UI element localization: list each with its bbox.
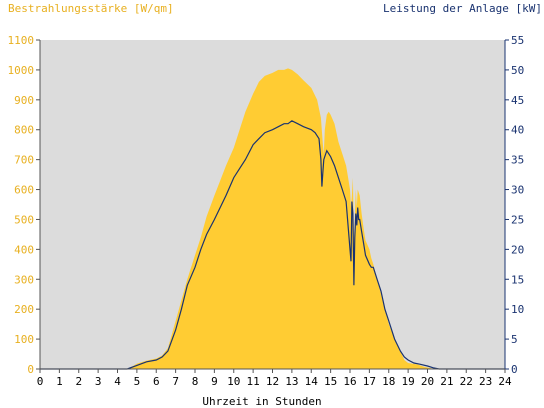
x-axis-tick-label: 16 [343, 375, 356, 388]
left-axis-tick-label: 1000 [8, 64, 35, 77]
x-axis-tick-label: 21 [440, 375, 453, 388]
right-axis-tick-label: 20 [511, 243, 524, 256]
right-axis-tick-label: 5 [511, 333, 518, 346]
x-axis-tick-label: 22 [460, 375, 473, 388]
x-axis-tick-label: 15 [324, 375, 337, 388]
x-axis-tick-label: 17 [363, 375, 376, 388]
right-axis-tick-label: 40 [511, 124, 524, 137]
x-axis-tick-label: 8 [192, 375, 199, 388]
right-axis-tick-label: 35 [511, 154, 524, 167]
x-axis-tick-label: 9 [211, 375, 218, 388]
x-axis-tick-label: 20 [421, 375, 434, 388]
x-axis-tick-label: 24 [498, 375, 512, 388]
x-axis-tick-label: 13 [285, 375, 298, 388]
left-axis-tick-label: 500 [14, 213, 34, 226]
right-axis-tick-label: 25 [511, 213, 524, 226]
x-axis-label: Uhrzeit in Stunden [202, 395, 321, 408]
x-axis-tick-label: 11 [247, 375, 260, 388]
x-axis-tick-label: 10 [227, 375, 240, 388]
x-axis-tick-label: 2 [75, 375, 82, 388]
left-axis-tick-label: 400 [14, 243, 34, 256]
left-axis-tick-label: 800 [14, 124, 34, 137]
left-axis-tick-label: 900 [14, 94, 34, 107]
irradiance-area-series [40, 68, 505, 370]
x-axis-tick-label: 14 [305, 375, 319, 388]
right-axis-tick-label: 45 [511, 94, 524, 107]
x-axis-tick-label: 0 [37, 375, 44, 388]
left-axis-title: Bestrahlungsstärke [W/qm] [8, 2, 174, 15]
right-axis-tick-label: 15 [511, 273, 524, 286]
x-axis-tick-label: 4 [114, 375, 121, 388]
x-axis-tick-label: 7 [172, 375, 179, 388]
x-axis-tick-label: 23 [479, 375, 492, 388]
right-axis-tick-label: 30 [511, 184, 524, 197]
right-axis-tick-label: 0 [511, 363, 518, 376]
x-axis-tick-label: 6 [153, 375, 160, 388]
x-axis-tick-label: 3 [95, 375, 102, 388]
x-axis-tick-label: 1 [56, 375, 63, 388]
right-axis-tick-label: 55 [511, 34, 524, 47]
left-axis-tick-label: 1100 [8, 34, 35, 47]
right-axis-tick-label: 10 [511, 303, 524, 316]
x-axis-tick-label: 18 [382, 375, 395, 388]
axes-group: 0100200300400500600700800900100011000510… [8, 34, 525, 388]
right-axis-tick-label: 50 [511, 64, 524, 77]
left-axis-tick-label: 0 [27, 363, 34, 376]
right-axis-title: Leistung der Anlage [kW] [383, 2, 542, 15]
x-axis-tick-label: 19 [402, 375, 415, 388]
left-axis-tick-label: 600 [14, 184, 34, 197]
left-axis-tick-label: 200 [14, 303, 34, 316]
x-axis-tick-label: 12 [266, 375, 279, 388]
x-axis-tick-label: 5 [134, 375, 141, 388]
left-axis-tick-label: 100 [14, 333, 34, 346]
power-line-series [40, 120, 505, 370]
left-axis-tick-label: 300 [14, 273, 34, 286]
left-axis-tick-label: 700 [14, 154, 34, 167]
